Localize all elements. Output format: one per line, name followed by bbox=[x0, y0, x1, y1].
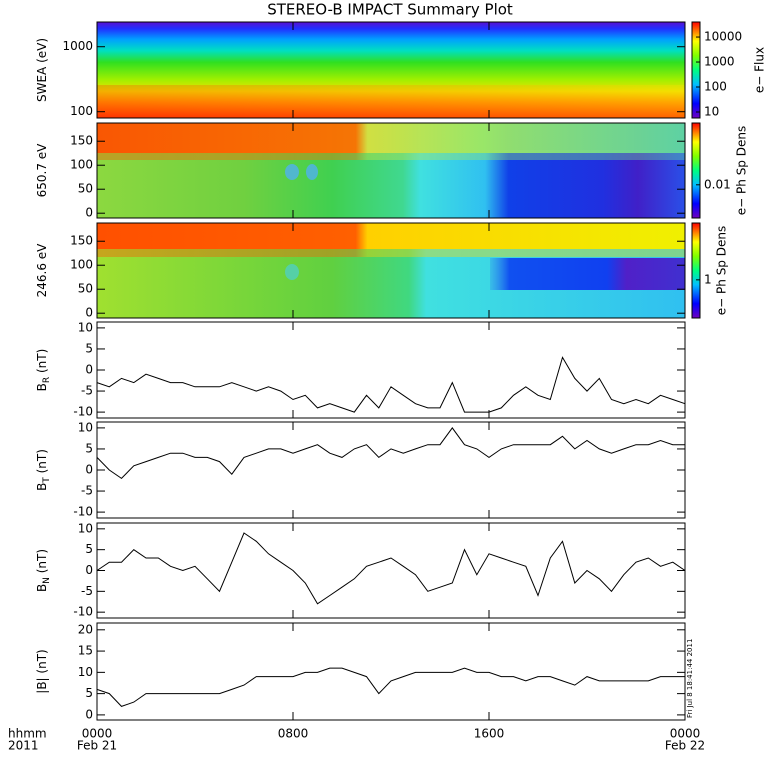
y-axis-label-part: B bbox=[35, 383, 49, 391]
colorbar-tick-label: 0.01 bbox=[704, 177, 731, 191]
y-axis-label: BN (nT) bbox=[35, 549, 52, 592]
y-tick-label: 100 bbox=[70, 158, 93, 172]
y-axis-label: BR (nT) bbox=[35, 349, 52, 392]
y-axis-label: 246.6 eV bbox=[35, 243, 49, 298]
y-tick-label: -10 bbox=[73, 605, 93, 619]
panel-frame bbox=[96, 622, 686, 721]
corner-label: hhmm bbox=[8, 727, 47, 741]
y-tick-label: 10 bbox=[78, 521, 93, 535]
y-tick-label: 0 bbox=[85, 206, 93, 220]
y-tick-label: 50 bbox=[78, 182, 93, 196]
x-tick-label: 0800 bbox=[278, 727, 309, 741]
data-line bbox=[96, 356, 686, 413]
y-axis-label-part: N bbox=[42, 577, 52, 584]
y-axis-label-part: (nT) bbox=[35, 349, 49, 377]
y-axis-label-part: SWEA (eV) bbox=[35, 38, 49, 102]
date-label: Feb 22 bbox=[665, 739, 705, 753]
corner-label: 2011 bbox=[8, 739, 39, 753]
data-line bbox=[96, 667, 685, 707]
data-line bbox=[96, 532, 686, 605]
y-tick-label: 5 bbox=[85, 441, 93, 455]
colorbar-tick-label: 10000 bbox=[704, 30, 742, 44]
y-tick-label: -5 bbox=[81, 584, 93, 598]
x-tick-label: 0000 bbox=[82, 727, 113, 741]
colorbar-tick-label: 1000 bbox=[704, 55, 735, 69]
data-line bbox=[96, 427, 685, 480]
y-tick-label: 10 bbox=[78, 665, 93, 679]
colorbar-tick-label: 10 bbox=[704, 104, 719, 118]
y-tick-label: 100 bbox=[70, 104, 93, 118]
y-axis-label-part: |B| (nT) bbox=[35, 649, 49, 693]
panel-frame bbox=[96, 122, 686, 219]
y-tick-label: 5 bbox=[85, 686, 93, 700]
y-tick-label: 5 bbox=[85, 542, 93, 556]
y-axis-label: BT (nT) bbox=[35, 449, 52, 491]
y-tick-label: 1000 bbox=[62, 39, 93, 53]
y-axis-label-part: B bbox=[35, 584, 49, 592]
y-tick-label: 15 bbox=[78, 644, 93, 658]
y-axis-label: SWEA (eV) bbox=[35, 38, 49, 102]
colorbar-label: e− Ph Sp Dens bbox=[715, 226, 729, 315]
y-tick-label: 20 bbox=[78, 622, 93, 636]
colorbars bbox=[691, 21, 701, 319]
y-tick-label: -10 bbox=[73, 405, 93, 419]
panel-frame bbox=[96, 421, 686, 519]
x-tick-label: 1600 bbox=[474, 727, 505, 741]
y-tick-label: 10 bbox=[78, 320, 93, 334]
y-axis-label: |B| (nT) bbox=[35, 649, 49, 693]
y-axis-label-part: 650.7 eV bbox=[35, 143, 49, 198]
panel-frame bbox=[96, 522, 686, 619]
spectrogram-image bbox=[97, 22, 685, 318]
y-axis-label-part: B bbox=[35, 483, 49, 491]
y-axis-label-part: 246.6 eV bbox=[35, 243, 49, 298]
x-tick-label: 0000 bbox=[670, 727, 701, 741]
y-tick-label: 100 bbox=[70, 258, 93, 272]
date-label: Feb 21 bbox=[77, 739, 117, 753]
y-tick-label: 150 bbox=[70, 134, 93, 148]
y-axis-label-part: (nT) bbox=[35, 549, 49, 577]
colorbar-label: e− Flux bbox=[753, 47, 767, 93]
y-tick-label: 150 bbox=[70, 234, 93, 248]
colorbar-tick-label: 1 bbox=[704, 272, 712, 286]
y-tick-label: -10 bbox=[73, 505, 93, 519]
y-tick-label: -5 bbox=[81, 384, 93, 398]
chart-title: STEREO-B IMPACT Summary Plot bbox=[267, 1, 513, 19]
y-axis-label-part: T bbox=[42, 477, 52, 484]
panel-frame bbox=[96, 21, 686, 119]
y-tick-label: 0 bbox=[85, 306, 93, 320]
colorbar-label: e− Ph Sp Dens bbox=[735, 126, 749, 215]
y-tick-label: 0 bbox=[85, 463, 93, 477]
y-tick-label: 0 bbox=[85, 363, 93, 377]
colorbar-tick-label: 100 bbox=[704, 80, 727, 94]
panel-frame bbox=[96, 321, 686, 419]
panel-frame bbox=[96, 222, 686, 319]
y-tick-label: -5 bbox=[81, 484, 93, 498]
y-tick-label: 0 bbox=[85, 707, 93, 721]
timestamp: Fri Jul 8 18:41:44 2011 bbox=[686, 639, 694, 718]
y-axis-label-part: R bbox=[42, 377, 52, 383]
y-tick-label: 0 bbox=[85, 563, 93, 577]
y-axis-label: 650.7 eV bbox=[35, 143, 49, 198]
y-axis-label-part: (nT) bbox=[35, 449, 49, 477]
y-tick-label: 5 bbox=[85, 341, 93, 355]
y-tick-label: 10 bbox=[78, 420, 93, 434]
y-tick-label: 50 bbox=[78, 282, 93, 296]
